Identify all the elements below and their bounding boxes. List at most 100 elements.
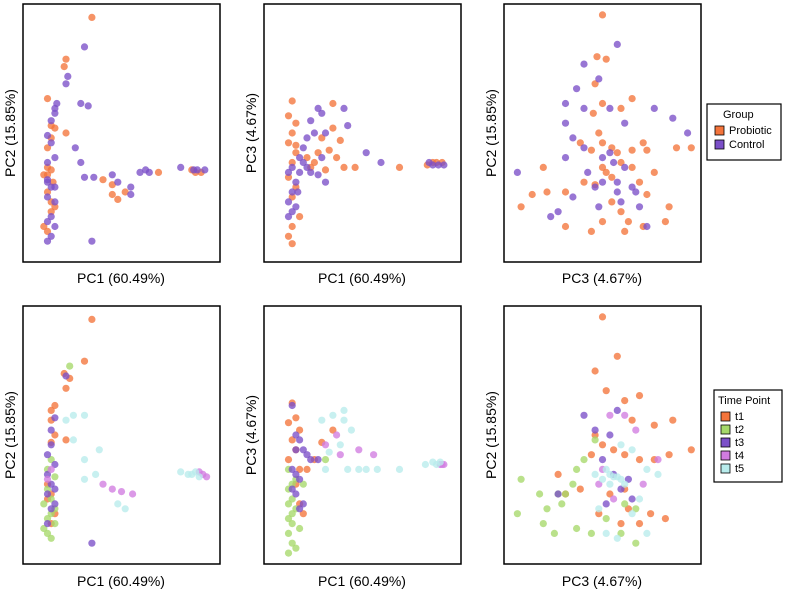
group-legend-box	[706, 103, 782, 161]
point-probiotic	[314, 149, 322, 157]
point-probiotic	[628, 163, 636, 171]
point-t5	[628, 446, 636, 454]
point-t2	[617, 529, 625, 538]
point-probiotic	[580, 178, 588, 186]
point-t1	[602, 387, 610, 395]
point-control	[314, 171, 322, 179]
panel-3-xlabel: PC3 (4.67%)	[562, 270, 642, 286]
point-t5	[340, 406, 348, 414]
point-t2	[284, 529, 293, 538]
point-t5	[318, 416, 326, 424]
point-t1	[284, 419, 293, 427]
panel-4-xlabel: PC1 (60.49%)	[77, 573, 165, 589]
point-t5	[606, 480, 614, 488]
point-t3	[51, 485, 59, 493]
point-t5	[340, 416, 348, 424]
point-probiotic	[395, 163, 404, 171]
point-t2	[284, 500, 293, 508]
panel-6-ylabel: PC2 (15.85%)	[483, 391, 499, 479]
point-probiotic	[639, 139, 647, 147]
point-control	[43, 237, 52, 245]
legend-label-t4: t4	[735, 450, 744, 462]
point-t5	[628, 510, 636, 518]
point-t3	[303, 451, 311, 459]
point-probiotic	[284, 112, 293, 120]
point-control	[51, 109, 59, 117]
point-t3	[43, 490, 52, 498]
point-t2	[558, 500, 566, 508]
point-control	[288, 208, 296, 216]
point-control	[47, 139, 55, 147]
point-t2	[47, 534, 55, 542]
point-t3	[307, 456, 315, 464]
point-t2	[40, 524, 48, 533]
point-control	[127, 183, 135, 191]
point-t3	[296, 505, 304, 513]
point-t2	[299, 480, 307, 488]
point-control	[80, 173, 89, 181]
point-probiotic	[617, 158, 625, 167]
point-control	[296, 168, 304, 176]
point-probiotic	[329, 124, 337, 132]
point-control	[318, 154, 326, 162]
point-t5	[362, 465, 370, 473]
point-t3	[292, 490, 300, 498]
point-t4	[610, 495, 618, 503]
point-t5	[191, 468, 200, 476]
point-t1	[80, 357, 89, 365]
point-t2	[284, 549, 293, 557]
point-t3	[51, 414, 59, 422]
point-control	[142, 166, 150, 174]
point-t3	[598, 456, 607, 464]
point-probiotic	[288, 129, 296, 137]
point-probiotic	[598, 11, 607, 19]
point-probiotic	[517, 203, 525, 211]
point-t5	[92, 470, 100, 478]
point-probiotic	[333, 154, 341, 162]
point-control	[299, 158, 307, 167]
point-t3	[296, 436, 304, 444]
panel-5-points	[284, 399, 448, 557]
point-probiotic	[661, 218, 670, 226]
point-t5	[80, 411, 89, 419]
point-control	[610, 158, 618, 167]
point-probiotic	[602, 55, 610, 63]
point-t1	[51, 431, 59, 439]
time-legend: Time Point t1 t2 t3 t4 t5	[713, 389, 783, 483]
point-t3	[628, 495, 636, 503]
point-probiotic	[561, 222, 570, 231]
point-t2	[517, 475, 525, 483]
panel-4-ylabel: PC2 (15.85%)	[2, 391, 18, 479]
legend-label-probiotic: Probiotic	[729, 125, 772, 137]
point-t5	[80, 475, 89, 483]
point-control	[88, 237, 96, 245]
panel-4-points	[40, 315, 211, 547]
point-probiotic	[310, 158, 318, 167]
point-probiotic	[650, 168, 658, 176]
panel-1-frame	[22, 3, 221, 263]
point-t5	[595, 505, 603, 513]
point-control	[43, 176, 52, 184]
point-control	[296, 154, 304, 162]
point-t5	[195, 473, 203, 481]
group-legend-title: Group	[723, 109, 754, 121]
point-control	[177, 163, 185, 171]
point-control	[598, 178, 607, 186]
point-probiotic	[321, 166, 330, 174]
point-control	[318, 109, 326, 117]
point-t1	[624, 505, 633, 513]
point-probiotic	[284, 139, 293, 147]
point-t3	[299, 500, 307, 508]
point-t5	[344, 465, 352, 473]
point-control	[650, 104, 658, 112]
point-probiotic	[617, 208, 625, 216]
point-t5	[347, 426, 355, 434]
panel-6-xlabel: PC3 (4.67%)	[562, 573, 642, 589]
point-control	[547, 213, 555, 221]
point-t4	[639, 480, 647, 488]
point-t2	[288, 539, 296, 547]
point-t2	[573, 465, 581, 473]
point-control	[321, 178, 330, 186]
point-control	[561, 99, 570, 108]
